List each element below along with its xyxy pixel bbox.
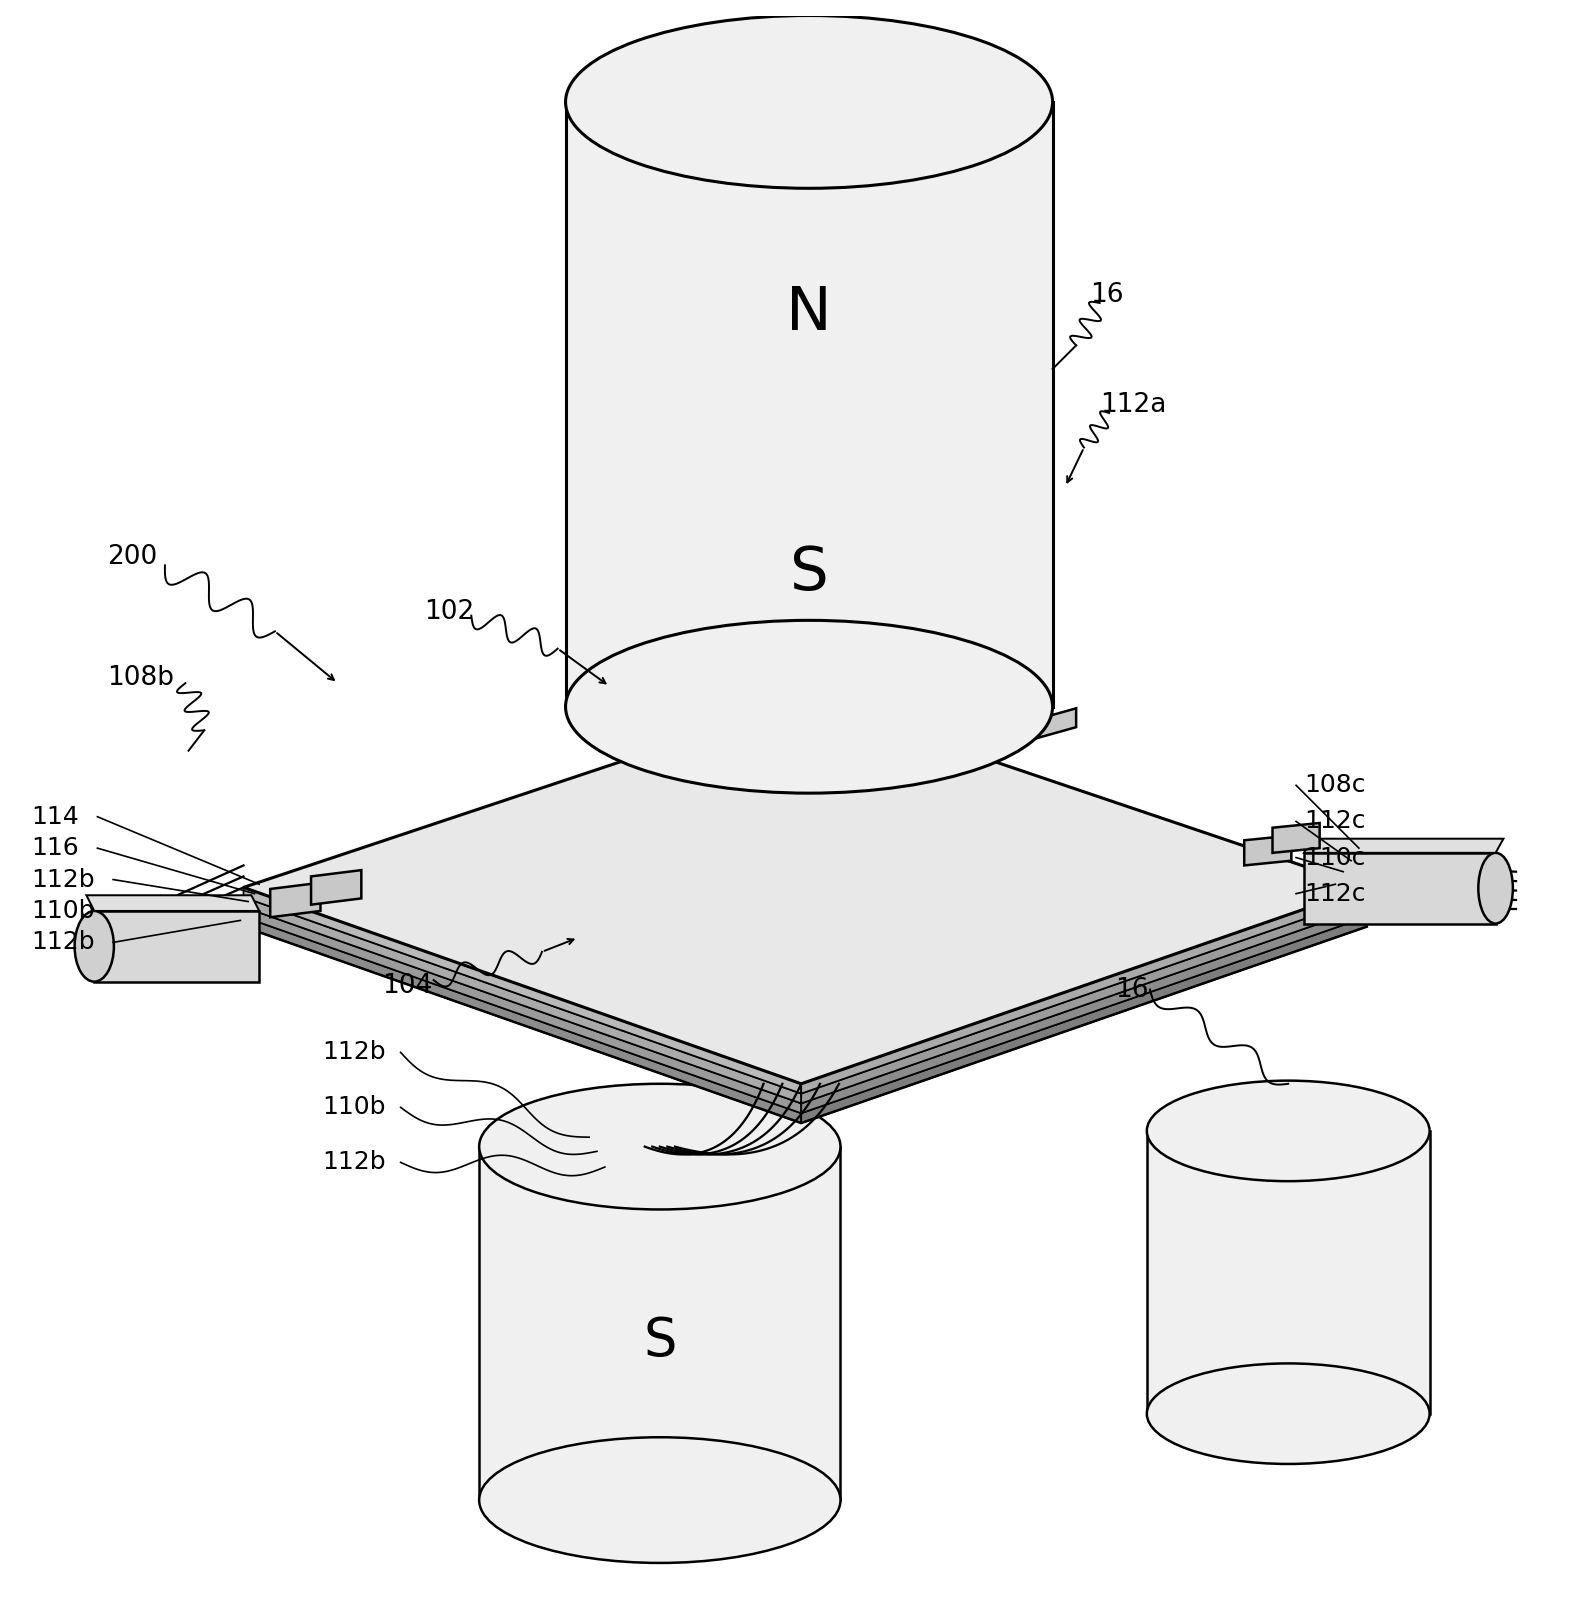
Ellipse shape (479, 1437, 840, 1564)
Text: S: S (643, 1315, 677, 1367)
Text: 112c: 112c (1304, 881, 1365, 905)
Text: 112b: 112b (31, 931, 94, 955)
Polygon shape (801, 897, 1367, 1104)
Polygon shape (801, 888, 1367, 1094)
Polygon shape (479, 1147, 840, 1499)
Ellipse shape (479, 1085, 840, 1210)
Text: 104: 104 (382, 974, 432, 1000)
Polygon shape (244, 888, 801, 1094)
Polygon shape (566, 103, 1053, 706)
Text: 108c: 108c (1304, 774, 1365, 798)
Ellipse shape (74, 912, 113, 982)
Ellipse shape (1147, 1081, 1430, 1181)
Text: 102: 102 (424, 599, 474, 625)
Polygon shape (244, 897, 801, 1104)
Polygon shape (1304, 839, 1503, 852)
Text: 16: 16 (1090, 282, 1123, 308)
Text: 112b: 112b (322, 1150, 385, 1174)
Polygon shape (270, 883, 320, 918)
Text: 110b: 110b (31, 899, 94, 923)
Polygon shape (1304, 852, 1496, 923)
Polygon shape (244, 698, 1367, 1085)
Text: 200: 200 (107, 545, 157, 570)
Polygon shape (244, 907, 801, 1113)
Polygon shape (1037, 708, 1076, 739)
Text: 110b: 110b (322, 1096, 385, 1120)
Text: 112c: 112c (1304, 809, 1365, 833)
Text: 112b: 112b (31, 868, 94, 892)
Ellipse shape (1147, 1363, 1430, 1464)
Text: 112b: 112b (322, 1040, 385, 1064)
Ellipse shape (1478, 852, 1513, 923)
Polygon shape (244, 916, 801, 1123)
Text: N: N (786, 284, 833, 343)
Text: 110c: 110c (1304, 846, 1365, 870)
Polygon shape (86, 896, 259, 912)
Polygon shape (311, 870, 361, 905)
Polygon shape (1244, 836, 1291, 865)
Polygon shape (1147, 1131, 1430, 1413)
Text: 116: 116 (31, 836, 79, 860)
Polygon shape (801, 907, 1367, 1113)
Text: 16: 16 (1115, 977, 1148, 1003)
Polygon shape (1273, 823, 1320, 852)
Text: S: S (790, 545, 828, 604)
Ellipse shape (566, 16, 1053, 189)
Text: 112a: 112a (1100, 392, 1166, 418)
Text: 114: 114 (31, 804, 79, 828)
Polygon shape (94, 912, 259, 982)
Polygon shape (801, 916, 1367, 1123)
Ellipse shape (566, 620, 1053, 793)
Text: 108b: 108b (107, 665, 174, 692)
